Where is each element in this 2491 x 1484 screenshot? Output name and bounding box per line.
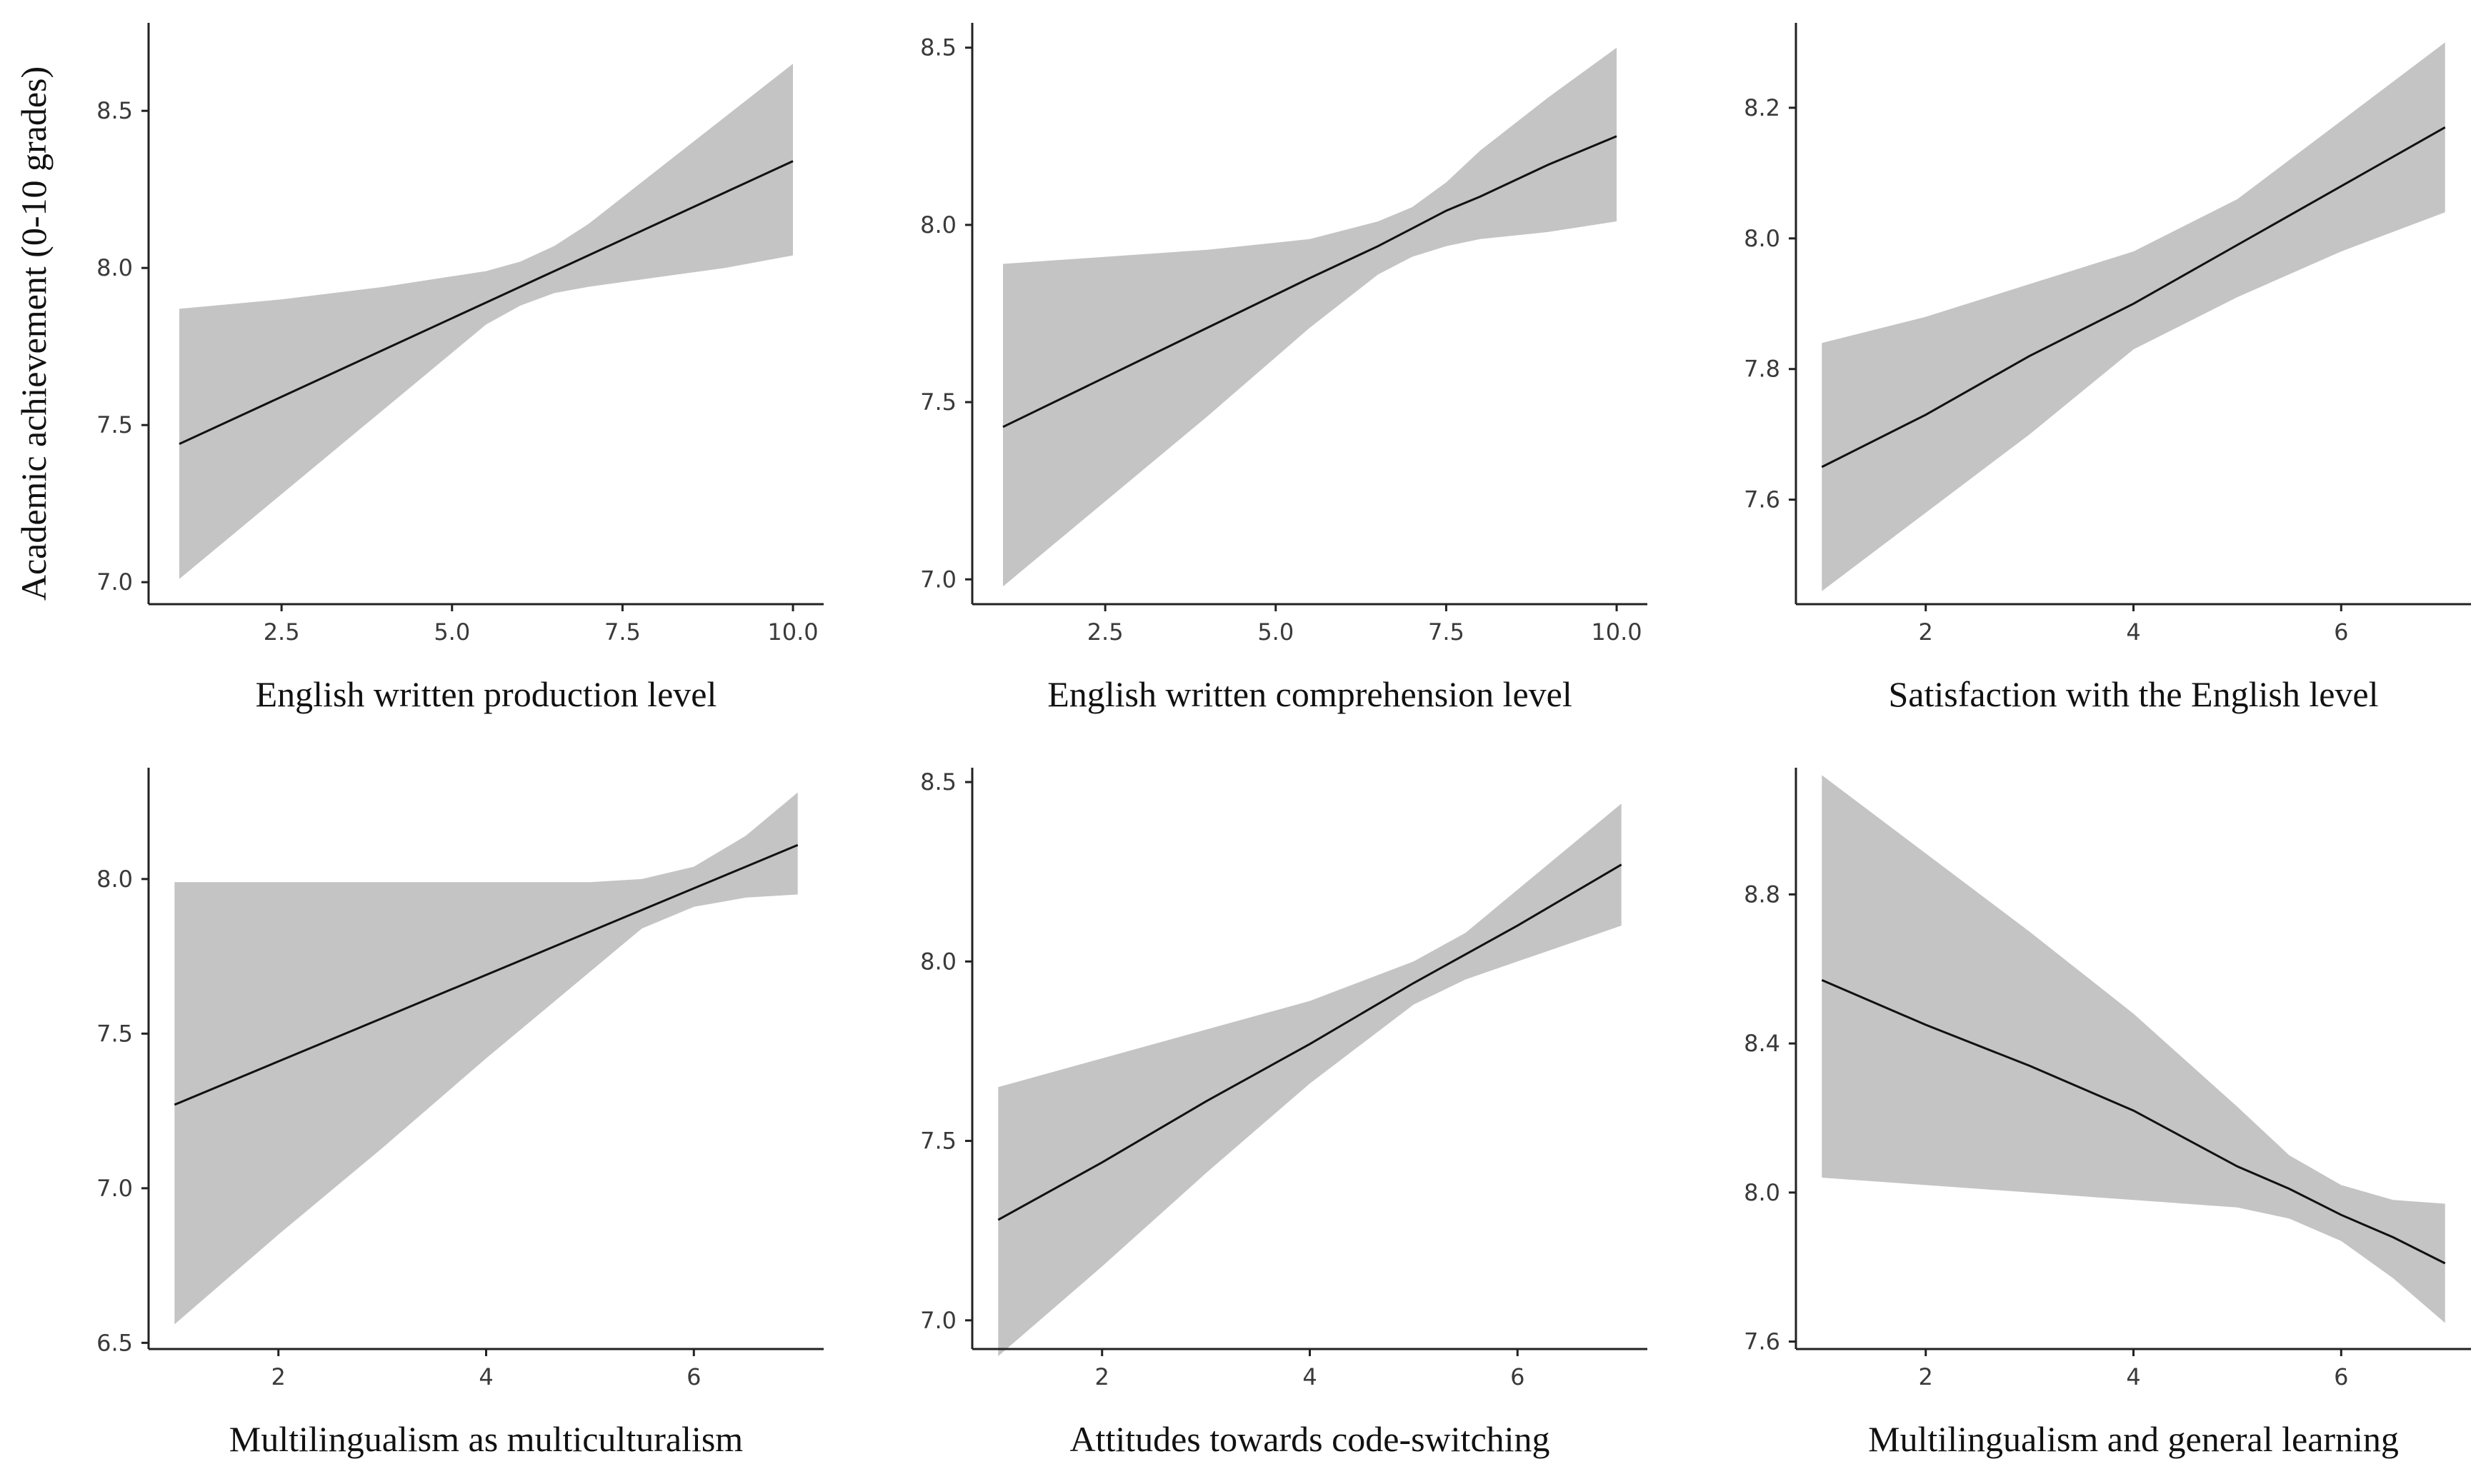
x-tick-label: 4 bbox=[1302, 1363, 1317, 1390]
x-tick-label: 2 bbox=[1095, 1363, 1109, 1390]
x-tick-label: 10.0 bbox=[1591, 618, 1642, 646]
y-tick-label: 6.5 bbox=[96, 1329, 133, 1356]
y-tick-label: 8.0 bbox=[1744, 225, 1780, 252]
y-tick-label: 7.5 bbox=[920, 1128, 957, 1155]
y-tick-label: 7.5 bbox=[96, 1020, 133, 1047]
x-axis-title: English written production level bbox=[256, 674, 717, 714]
y-tick-label: 8.0 bbox=[1744, 1179, 1780, 1206]
x-tick-label: 6 bbox=[2334, 1363, 2348, 1390]
y-tick-label: 8.5 bbox=[920, 34, 957, 61]
confidence-band bbox=[179, 64, 793, 579]
x-tick-label: 2 bbox=[1919, 1363, 1933, 1390]
confidence-band bbox=[1003, 47, 1617, 587]
panel-6: 7.6 8.0 8.4 8.8 2 4 6 Multilingualism and gener… bbox=[1744, 768, 2471, 1459]
y-tick-label: 8.8 bbox=[1744, 881, 1780, 908]
fit-line bbox=[1821, 979, 2446, 1265]
panel-3: 7.6 7.8 8.0 8.2 2 4 6 Satisfaction with the Eng… bbox=[1744, 23, 2471, 714]
x-tick-label: 4 bbox=[479, 1363, 493, 1390]
fit-line bbox=[174, 843, 799, 1106]
x-tick-label: 6 bbox=[2334, 618, 2348, 646]
x-tick-label: 5.0 bbox=[434, 618, 470, 646]
y-tick-label: 8.2 bbox=[1744, 94, 1780, 121]
x-tick-label: 6 bbox=[687, 1363, 701, 1390]
x-tick-label: 2.5 bbox=[264, 618, 300, 646]
panel-5: 7.0 7.5 8.0 8.5 2 4 6 Attitudes towards code-sw… bbox=[920, 768, 1647, 1459]
x-axis-title: Multilingualism as multiculturalism bbox=[229, 1419, 744, 1459]
x-tick-label: 2 bbox=[1919, 618, 1933, 646]
y-tick-label: 8.5 bbox=[920, 768, 957, 796]
y-tick-label: 7.0 bbox=[920, 1307, 957, 1334]
panel-4: 6.5 7.0 7.5 8.0 2 4 6 Multilingualism as multic… bbox=[96, 768, 824, 1459]
y-tick-label: 7.0 bbox=[920, 566, 957, 593]
panels: 7.0 7.5 8.0 8.5 2.5 5.0 7.5 10.0 English written… bbox=[96, 23, 2471, 1459]
x-tick-label: 5.0 bbox=[1257, 618, 1294, 646]
x-tick-label: 4 bbox=[2126, 618, 2140, 646]
x-tick-label: 4 bbox=[2126, 1363, 2140, 1390]
y-tick-label: 8.0 bbox=[920, 211, 957, 239]
confidence-band bbox=[1822, 775, 2445, 1323]
x-axis-title: Attitudes towards code-switching bbox=[1069, 1419, 1549, 1459]
confidence-band bbox=[174, 792, 798, 1325]
confidence-band bbox=[1822, 42, 2445, 591]
y-tick-label: 8.0 bbox=[920, 948, 957, 975]
x-axis-title: English written comprehension level bbox=[1047, 674, 1572, 714]
x-tick-label: 6 bbox=[1510, 1363, 1524, 1390]
y-tick-label: 8.0 bbox=[96, 866, 133, 893]
x-axis-title: Satisfaction with the English level bbox=[1889, 674, 2379, 714]
y-axis-title: Academic achievement (0-10 grades) bbox=[14, 66, 54, 601]
x-tick-label: 2 bbox=[271, 1363, 286, 1390]
y-tick-label: 7.6 bbox=[1744, 486, 1780, 513]
x-tick-label: 2.5 bbox=[1087, 618, 1124, 646]
y-tick-label: 8.0 bbox=[96, 254, 133, 281]
x-axis-title: Multilingualism and general learning bbox=[1868, 1419, 2399, 1459]
y-tick-label: 7.6 bbox=[1744, 1328, 1780, 1355]
panel-1: 7.0 7.5 8.0 8.5 2.5 5.0 7.5 10.0 English written… bbox=[96, 23, 824, 714]
y-tick-label: 8.4 bbox=[1744, 1030, 1780, 1057]
y-tick-label: 7.0 bbox=[96, 1175, 133, 1202]
fit-line bbox=[179, 160, 794, 445]
x-tick-label: 10.0 bbox=[767, 618, 818, 646]
y-tick-label: 8.5 bbox=[96, 97, 133, 124]
x-tick-label: 7.5 bbox=[1428, 618, 1464, 646]
confidence-band bbox=[998, 803, 1622, 1356]
x-tick-label: 7.5 bbox=[604, 618, 641, 646]
panel-2: 7.0 7.5 8.0 8.5 2.5 5.0 7.5 10.0 English written… bbox=[920, 23, 1647, 714]
y-tick-label: 7.8 bbox=[1744, 356, 1780, 383]
fit-line bbox=[1821, 126, 2446, 468]
y-tick-label: 7.0 bbox=[96, 568, 133, 596]
y-tick-label: 7.5 bbox=[96, 411, 133, 438]
fit-line bbox=[997, 863, 1622, 1221]
fit-line bbox=[1002, 135, 1617, 428]
y-tick-label: 7.5 bbox=[920, 388, 957, 416]
